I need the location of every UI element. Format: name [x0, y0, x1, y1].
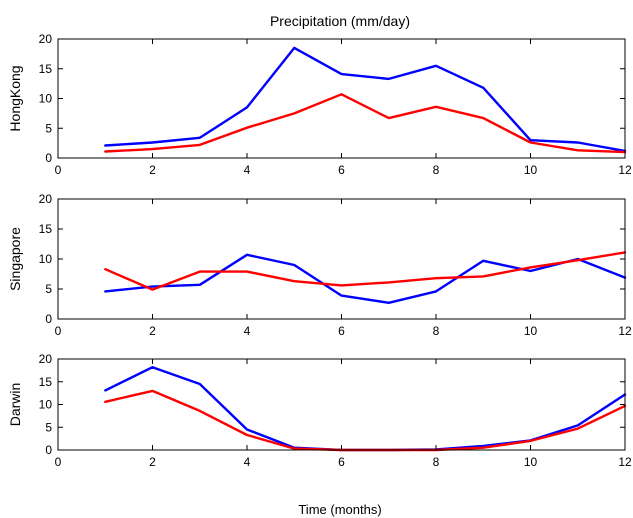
- y-tick-label: 15: [39, 222, 53, 236]
- x-tick-label: 0: [55, 455, 62, 469]
- x-tick-label: 10: [524, 455, 538, 469]
- series-line-blue: [104, 253, 627, 304]
- x-tick-label: 0: [55, 324, 62, 338]
- y-tick-label: 20: [39, 32, 53, 46]
- y-tick-label: 15: [39, 62, 53, 76]
- axes-box: [57, 198, 626, 320]
- y-tick-label: 10: [39, 92, 53, 106]
- x-tick-label: 12: [618, 455, 632, 469]
- y-axis-label: Darwin: [7, 383, 23, 427]
- y-axis-label: Singapore: [7, 227, 23, 291]
- y-tick-label: 0: [45, 151, 52, 165]
- x-tick-label: 8: [433, 455, 440, 469]
- x-tick-label: 12: [618, 324, 632, 338]
- figure-title: Precipitation (mm/day): [270, 13, 410, 29]
- x-tick-label: 12: [618, 163, 632, 177]
- series-line-red: [104, 251, 627, 291]
- series-line-red: [104, 93, 627, 154]
- x-tick-label: 6: [338, 324, 345, 338]
- x-tick-label: 6: [338, 455, 345, 469]
- subplot-0: 0 2 4 6 8 10 12 0 5 10 15 20 HongKong: [7, 32, 632, 177]
- x-tick-label: 2: [149, 324, 156, 338]
- x-axis-label: Time (months): [298, 502, 381, 517]
- x-tick-label: 2: [149, 455, 156, 469]
- y-tick-label: 5: [45, 282, 52, 296]
- x-tick-label: 10: [524, 163, 538, 177]
- series-line-blue: [104, 46, 627, 153]
- x-tick-label: 8: [433, 163, 440, 177]
- x-tick-label: 4: [244, 455, 251, 469]
- y-tick-label: 0: [45, 312, 52, 326]
- y-axis-label: HongKong: [7, 65, 23, 131]
- y-tick-label: 10: [39, 252, 53, 266]
- y-tick-label: 20: [39, 192, 53, 206]
- subplot-1: 0 2 4 6 8 10 12 0 5 10 15 20 Singapore: [7, 192, 632, 338]
- y-tick-label: 5: [45, 121, 52, 135]
- y-tick-label: 10: [39, 398, 53, 412]
- series-line-red: [104, 389, 627, 452]
- subplot-2: 0 2 4 6 8 10 12 0 5 10 15 20 Darwin: [7, 352, 632, 469]
- y-tick-label: 5: [45, 420, 52, 434]
- x-tick-label: 6: [338, 163, 345, 177]
- x-tick-label: 8: [433, 324, 440, 338]
- x-tick-label: 10: [524, 324, 538, 338]
- x-tick-label: 2: [149, 163, 156, 177]
- x-tick-label: 0: [55, 163, 62, 177]
- y-tick-label: 20: [39, 352, 53, 366]
- y-tick-label: 15: [39, 375, 53, 389]
- y-tick-label: 0: [45, 443, 52, 457]
- x-tick-label: 4: [244, 163, 251, 177]
- x-tick-label: 4: [244, 324, 251, 338]
